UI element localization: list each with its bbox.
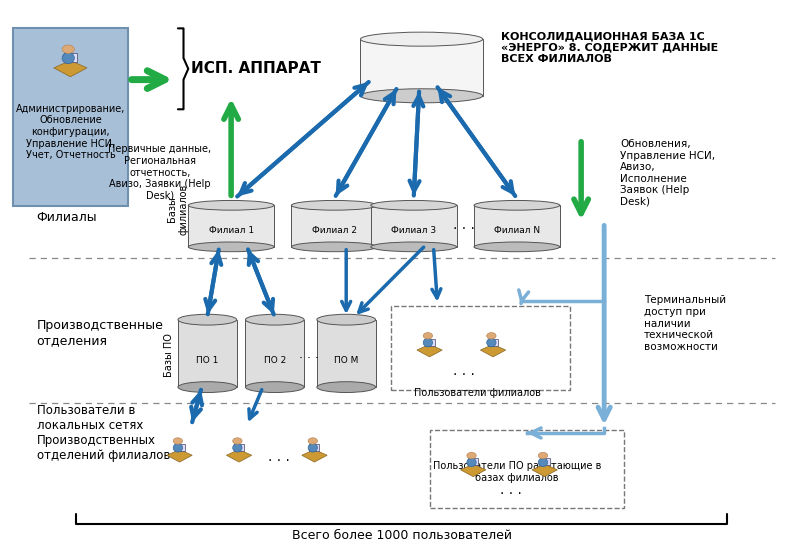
Ellipse shape [371,242,457,252]
Circle shape [538,453,548,459]
Polygon shape [425,339,434,346]
Circle shape [308,438,318,444]
Text: Филиал N: Филиал N [494,225,540,235]
Text: Филиалы: Филиалы [37,211,98,224]
Ellipse shape [233,443,242,452]
Text: Администрирование,
Обновление
конфигурации,
Управление НСИ,
Учет, Отчетность: Администрирование, Обновление конфигурац… [16,104,125,161]
Ellipse shape [246,382,304,393]
Ellipse shape [317,382,375,393]
Ellipse shape [246,314,304,325]
Polygon shape [417,345,442,357]
Text: . . .: . . . [453,218,474,232]
Polygon shape [310,444,319,450]
Polygon shape [174,444,185,450]
Ellipse shape [188,200,274,210]
Text: Производственные
отделения: Производственные отделения [37,319,163,347]
Ellipse shape [474,200,560,210]
Text: КОНСОЛИДАЦИОННАЯ БАЗА 1С
«ЭНЕРГО» 8. СОДЕРЖИТ ДАННЫЕ
ВСЕХ ФИЛИАЛОВ: КОНСОЛИДАЦИОННАЯ БАЗА 1С «ЭНЕРГО» 8. СОД… [501,31,718,64]
Text: . . .: . . . [268,450,290,464]
Ellipse shape [308,443,318,452]
Text: ИСП. АППАРАТ: ИСП. АППАРАТ [191,61,322,76]
Text: Всего более 1000 пользователей: Всего более 1000 пользователей [292,529,512,542]
Polygon shape [178,319,237,387]
Text: Базы
филиалов: Базы филиалов [167,183,189,235]
Polygon shape [474,205,560,247]
Polygon shape [371,205,457,247]
Polygon shape [317,319,375,387]
Polygon shape [540,459,550,465]
Text: Первичные данные,
Региональная
отчетность,
Авизо, Заявки (Help
Desk): Первичные данные, Региональная отчетност… [108,144,211,201]
Polygon shape [167,449,192,462]
Polygon shape [302,449,327,462]
Ellipse shape [291,200,377,210]
Polygon shape [532,464,558,477]
Polygon shape [468,459,478,465]
Polygon shape [54,61,87,77]
Text: . . .: . . . [453,364,474,378]
Text: Пользователи ПО работающие в
базах филиалов: Пользователи ПО работающие в базах филиа… [433,461,601,483]
Circle shape [486,333,496,339]
Ellipse shape [317,314,375,325]
Polygon shape [461,464,486,477]
Ellipse shape [538,458,548,467]
Polygon shape [246,319,304,387]
Ellipse shape [178,314,237,325]
Ellipse shape [361,32,482,46]
Polygon shape [361,39,482,96]
Polygon shape [488,339,498,346]
Ellipse shape [423,339,433,347]
Ellipse shape [467,458,476,467]
Text: ПО 1: ПО 1 [196,355,218,365]
Ellipse shape [291,242,377,252]
Text: ПО М: ПО М [334,355,358,365]
Ellipse shape [361,89,482,103]
Text: Филиал 2: Филиал 2 [312,225,357,235]
Circle shape [467,453,476,459]
Circle shape [423,333,433,339]
Circle shape [62,45,74,54]
Text: . . .: . . . [299,348,319,361]
Polygon shape [291,205,377,247]
Text: Обновления,
Управление НСИ,
Авизо,
Исполнение
Заявок (Help
Desk): Обновления, Управление НСИ, Авизо, Испол… [620,139,715,207]
Text: Базы ПО: Базы ПО [164,333,174,377]
Polygon shape [188,205,274,247]
Polygon shape [480,345,506,357]
Polygon shape [64,53,77,62]
Ellipse shape [62,52,74,64]
Circle shape [174,438,182,444]
Text: . . .: . . . [500,483,522,497]
Polygon shape [234,444,244,450]
Text: Филиал 3: Филиал 3 [391,225,436,235]
Text: Филиал 1: Филиал 1 [209,225,254,235]
Circle shape [233,438,242,444]
Text: ПО 2: ПО 2 [264,355,286,365]
Ellipse shape [174,443,182,452]
Ellipse shape [486,339,496,347]
Ellipse shape [371,200,457,210]
FancyBboxPatch shape [13,28,128,206]
Ellipse shape [178,382,237,393]
Text: Терминальный
доступ при
наличии
технической
возможности: Терминальный доступ при наличии техничес… [644,295,726,352]
Ellipse shape [474,242,560,252]
Polygon shape [226,449,252,462]
Text: Пользователи в
локальных сетях
Производственных
отделений филиалов: Пользователи в локальных сетях Производс… [37,404,170,462]
Ellipse shape [188,242,274,252]
Text: Пользователи филиалов: Пользователи филиалов [414,388,541,398]
